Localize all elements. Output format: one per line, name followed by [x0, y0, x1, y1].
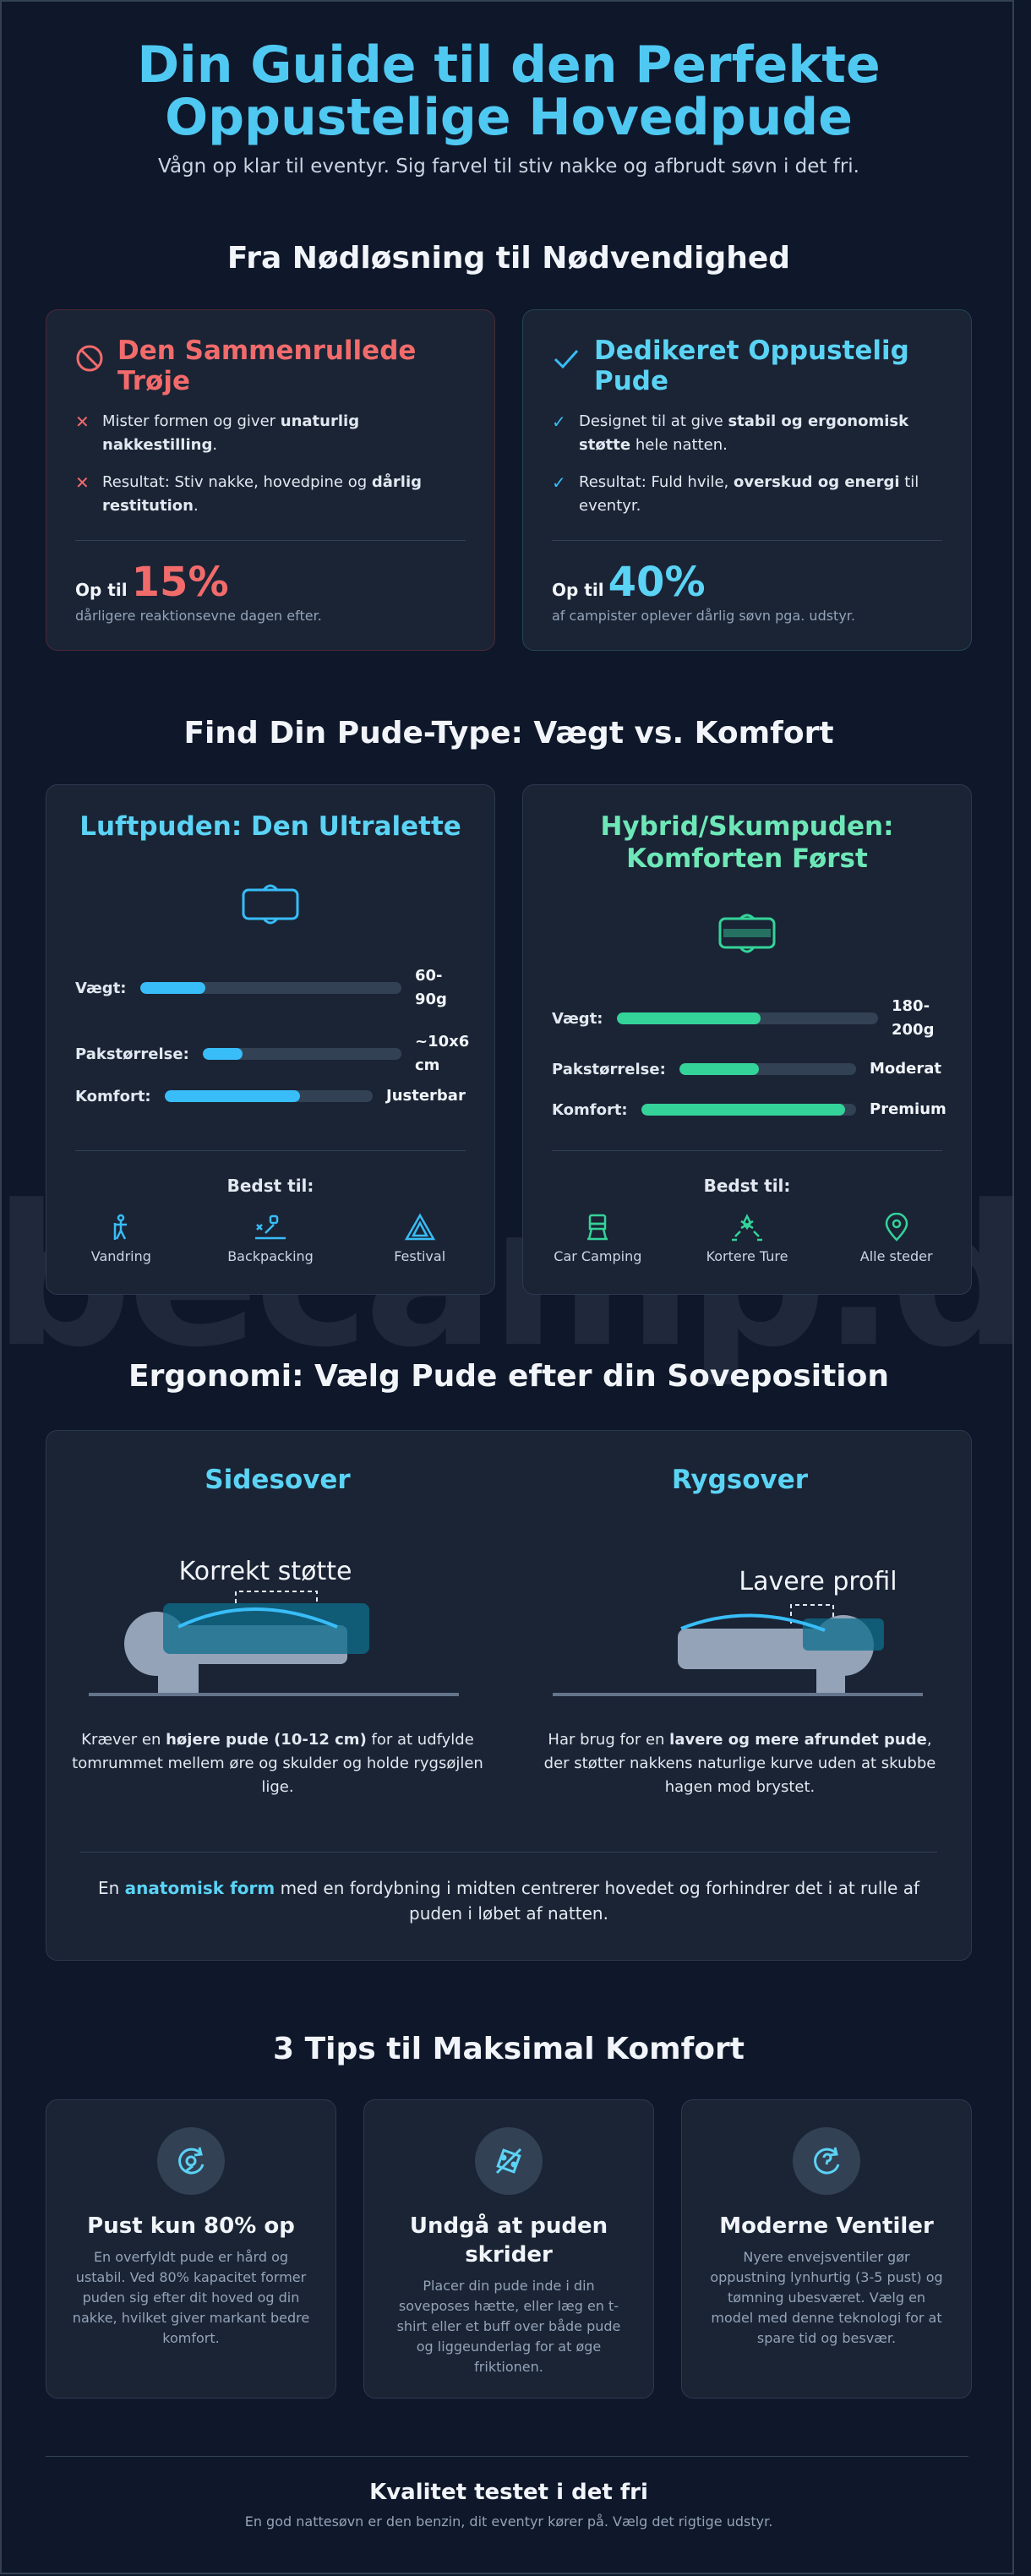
tip-title: Pust kun 80% op [87, 2213, 295, 2239]
comfort-bar [641, 1104, 856, 1116]
tip-text: Nyere envejsventiler gør oppustning lynh… [710, 2249, 943, 2346]
good-stat: Op til 40% af campister oplever dårlig s… [552, 559, 855, 624]
comparison-card-good: Dedikeret Oppustelig Pude ✓ Designet til … [522, 309, 972, 651]
type-card-air: Luftpuden: Den Ultralette Vægt: 60-90g P… [46, 784, 495, 1295]
pack-bar [202, 1048, 401, 1060]
back-sleeper-column: Rygsover Lavere profil Har brug for en l… [509, 1431, 971, 1960]
footer-title: Kvalitet testet i det fri [369, 2480, 648, 2505]
comparison-card-bad: Den Sammenrullede Trøje ✕ Mister formen o… [46, 309, 495, 651]
use-item: Vandring [46, 1213, 196, 1264]
ergonomics-title: Ergonomi: Vælg Pude efter din Sovepositi… [128, 1359, 889, 1394]
tip-title: Moderne Ventiler [719, 2213, 934, 2239]
side-sleeper-title: Sidesover [205, 1465, 351, 1495]
air-pillow-icon [242, 884, 299, 925]
weight-bar [616, 1012, 878, 1024]
hiker-icon [114, 1214, 128, 1240]
air-row-comfort: Komfort: Justerbar [75, 1087, 466, 1105]
use-item: Festival [345, 1213, 494, 1264]
backpacking-icon [255, 1214, 286, 1240]
tip-text: Placer din pude inde i din soveposes hæt… [396, 2278, 621, 2375]
list-item: ✓ Designet til at give stabil og ergonomi… [552, 410, 942, 457]
side-sleeper-text: Kræver en højere pude (10-12 cm) for at … [72, 1731, 483, 1796]
good-card-title: Dedikeret Oppustelig Pude [594, 336, 909, 396]
use-item: Kortere Ture [673, 1213, 822, 1264]
ban-icon [76, 345, 103, 372]
best-for-label: Bedst til: [703, 1176, 791, 1196]
divider [75, 1150, 466, 1151]
air-row-pack: Pakstørrelse: ~10x6 cm [75, 1033, 470, 1074]
stat-value: 15% [131, 559, 229, 606]
hybrid-row-pack: Pakstørrelse: Moderat [552, 1060, 941, 1078]
divider [75, 540, 466, 541]
list-item: ✕ Mister formen og giver unaturlig nakkes… [75, 410, 466, 457]
location-pin-icon [885, 1213, 908, 1242]
back-sleeper-diagram: Lavere profil [552, 1567, 923, 1696]
hybrid-row-weight: Vægt: 180-200g [552, 997, 935, 1039]
list-item: ✕ Resultat: Stiv nakke, hovedpine og dårl… [75, 471, 466, 518]
tent-icon [404, 1213, 435, 1241]
divider [80, 1852, 937, 1853]
hybrid-pillow-icon [718, 914, 776, 953]
stat-caption: af campister oplever dårlig søvn pga. ud… [552, 608, 855, 624]
back-sleeper-title: Rygsover [671, 1465, 809, 1495]
x-icon: ✕ [75, 412, 90, 432]
tip-card: Undgå at puden skrider Placer din pude i… [363, 2099, 654, 2399]
best-for-label: Bedst til: [226, 1176, 314, 1196]
divider [46, 2456, 968, 2457]
list-item: ✓ Resultat: Fuld hvile, overskud og energ… [552, 471, 942, 518]
use-item: Car Camping [523, 1213, 673, 1264]
tip-title: Undgå at puden skrider [409, 2213, 608, 2268]
stat-caption: dårligere reaktionsevne dagen efter. [75, 608, 322, 624]
diagram-label: Lavere profil [739, 1567, 897, 1596]
use-item: Backpacking [196, 1213, 346, 1264]
tip-card: Moderne Ventiler Nyere envejsventiler gø… [681, 2099, 972, 2399]
pack-bar [679, 1063, 856, 1075]
bad-stat: Op til 15% dårligere reaktionsevne dagen… [75, 559, 322, 624]
inflate-icon [178, 2147, 205, 2175]
ergonomics-card: Sidesover Korrekt støtte Kræver en højer… [46, 1430, 972, 1961]
ergonomics-footnote: En anatomisk form med en fordybning i mi… [98, 1878, 919, 1924]
air-row-weight: Vægt: 60-90g [75, 967, 447, 1008]
x-icon: ✕ [75, 472, 90, 493]
camp-chair-icon [587, 1214, 608, 1241]
bad-card-title: Den Sammenrullede Trøje [117, 336, 417, 396]
tip-text: En overfyldt pude er hård og ustabil. Ve… [72, 2249, 310, 2346]
side-sleeper-column: Sidesover Korrekt støtte Kræver en højer… [46, 1431, 509, 1960]
tips-title: 3 Tips til Maksimal Komfort [273, 2032, 745, 2066]
side-sleeper-diagram: Korrekt støtte [88, 1557, 459, 1696]
divider [552, 1150, 942, 1151]
anti-slip-icon [495, 2148, 522, 2175]
footer-subtitle: En god nattesøvn er den benzin, dit even… [244, 2513, 773, 2530]
hybrid-row-comfort: Komfort: Premium [552, 1100, 946, 1119]
diagram-label: Korrekt støtte [178, 1557, 352, 1586]
divider [552, 540, 942, 541]
page-subtitle: Vågn op klar til eventyr. Sig farvel til… [158, 156, 859, 177]
check-icon [554, 349, 579, 369]
use-item: Alle steder [821, 1213, 971, 1264]
check-icon: ✓ [552, 472, 566, 493]
air-uses: Vandring Backpacking Festival [46, 1213, 494, 1264]
bad-points: ✕ Mister formen og giver unaturlig nakkes… [75, 410, 466, 532]
stat-value: 40% [608, 559, 706, 606]
hero: Din Guide til den Perfekte Oppustelige H… [2, 35, 1012, 177]
type-card-hybrid: Hybrid/Skumpuden: Komforten Først Vægt: … [522, 784, 972, 1295]
weight-bar [139, 982, 401, 994]
hybrid-uses: Car Camping Kortere Ture Alle steder [523, 1213, 971, 1264]
comparison-title: Fra Nødløsning til Nødvendighed [226, 241, 791, 276]
tip-card: Pust kun 80% op En overfyldt pude er hår… [46, 2099, 336, 2399]
page-title: Din Guide til den Perfekte Oppustelige H… [137, 35, 881, 147]
back-sleeper-text: Har brug for en lavere og mere afrundet … [543, 1731, 936, 1796]
air-title: Luftpuden: Den Ultralette [79, 811, 461, 842]
types-title: Find Din Pude-Type: Vægt vs. Komfort [183, 716, 834, 750]
comfort-bar [164, 1090, 373, 1102]
check-icon: ✓ [552, 412, 566, 432]
valve-icon [814, 2147, 840, 2175]
good-points: ✓ Designet til at give stabil og ergonomi… [552, 410, 942, 532]
campfire-icon [732, 1214, 762, 1242]
hybrid-title: Hybrid/Skumpuden: Komforten Først [600, 811, 894, 874]
